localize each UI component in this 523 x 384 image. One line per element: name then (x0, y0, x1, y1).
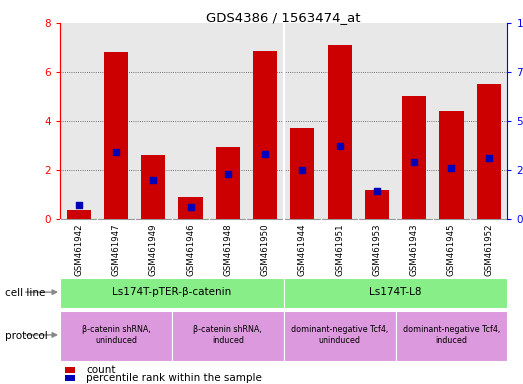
Text: GSM461943: GSM461943 (410, 223, 418, 276)
Bar (365, 190, 389, 219)
Point (410, 159, 418, 165)
Text: dominant-negative Tcf4,
induced: dominant-negative Tcf4, induced (403, 325, 500, 344)
Bar (60, 278, 283, 308)
Point (298, 167, 306, 173)
Bar (290, 128, 314, 219)
Text: cell line: cell line (5, 288, 46, 298)
Bar (283, 278, 507, 308)
Text: GSM461947: GSM461947 (111, 223, 120, 276)
Text: β-catenin shRNA,
uninduced: β-catenin shRNA, uninduced (82, 325, 151, 344)
Point (261, 151, 269, 157)
Bar (327, 45, 352, 219)
Bar (178, 197, 203, 219)
Text: GSM461949: GSM461949 (149, 223, 158, 276)
Text: Ls174T-L8: Ls174T-L8 (369, 287, 422, 297)
Text: GDS4386 / 1563474_at: GDS4386 / 1563474_at (207, 12, 361, 25)
Point (75, 202, 83, 208)
Point (224, 171, 232, 177)
Bar (60, 311, 172, 361)
Bar (215, 147, 240, 219)
Text: protocol: protocol (5, 331, 48, 341)
Point (112, 149, 120, 156)
Bar (283, 311, 395, 361)
Text: GSM461953: GSM461953 (372, 223, 381, 276)
Text: percentile rank within the sample: percentile rank within the sample (86, 373, 262, 383)
Bar (104, 53, 128, 219)
Point (186, 204, 195, 210)
Text: GSM461945: GSM461945 (447, 223, 456, 276)
Point (484, 155, 493, 161)
Text: GSM461944: GSM461944 (298, 223, 307, 276)
Text: Ls174T-pTER-β-catenin: Ls174T-pTER-β-catenin (112, 287, 232, 297)
Bar (66, 210, 91, 219)
Text: β-catenin shRNA,
induced: β-catenin shRNA, induced (194, 325, 262, 344)
Bar (253, 51, 277, 219)
Point (149, 177, 157, 183)
Text: GSM461951: GSM461951 (335, 223, 344, 276)
Text: GSM461952: GSM461952 (484, 223, 493, 276)
Bar (141, 155, 165, 219)
Text: count: count (86, 365, 116, 375)
Point (335, 143, 344, 149)
Text: GSM461942: GSM461942 (74, 223, 83, 276)
Bar (439, 111, 463, 219)
Bar (395, 311, 507, 361)
Bar (476, 84, 501, 219)
Text: GSM461948: GSM461948 (223, 223, 232, 276)
Text: dominant-negative Tcf4,
uninduced: dominant-negative Tcf4, uninduced (291, 325, 388, 344)
Bar (172, 311, 283, 361)
Point (373, 189, 381, 195)
Text: GSM461950: GSM461950 (260, 223, 269, 276)
Point (447, 165, 456, 171)
Text: GSM461946: GSM461946 (186, 223, 195, 276)
Bar (402, 96, 426, 219)
